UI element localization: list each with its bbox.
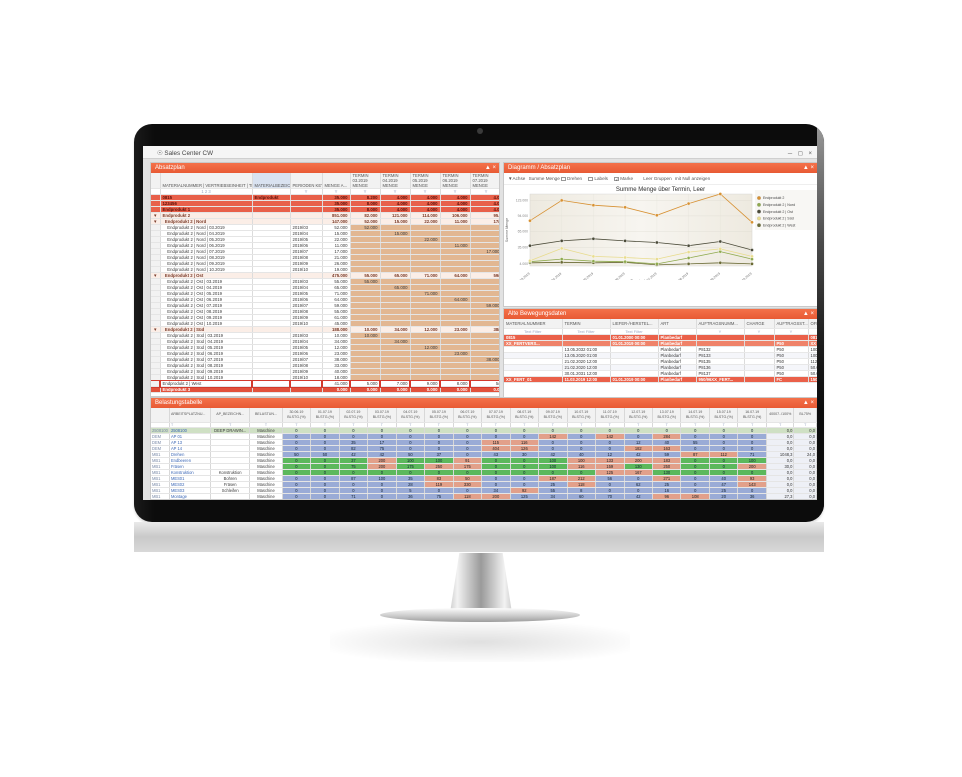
svg-text:Endprodukt 2 | Nord: Endprodukt 2 | Nord (763, 203, 795, 207)
svg-text:Summe Menge: Summe Menge (505, 218, 509, 242)
svg-text:4.000: 4.000 (520, 262, 529, 266)
svg-text:10.2019: 10.2019 (741, 272, 753, 280)
svg-text:03.2019: 03.2019 (519, 272, 531, 280)
svg-text:94.000: 94.000 (518, 214, 528, 218)
svg-text:Endprodukt 2 | Ost: Endprodukt 2 | Ost (763, 210, 793, 214)
svg-text:08.2019: 08.2019 (678, 272, 690, 280)
svg-text:04.2019: 04.2019 (551, 272, 563, 280)
svg-text:Endprodukt 2 | West: Endprodukt 2 | West (763, 223, 795, 227)
svg-text:Termin, Leer: Termin, Leer (630, 279, 652, 280)
svg-text:35.000: 35.000 (518, 245, 528, 249)
svg-text:65.000: 65.000 (518, 229, 528, 233)
svg-text:09.2019: 09.2019 (709, 272, 721, 280)
svg-text:06.2019: 06.2019 (614, 272, 626, 280)
svg-text:05.2019: 05.2019 (582, 272, 594, 280)
svg-text:Endprodukt 2: Endprodukt 2 (763, 196, 784, 200)
svg-text:123.000: 123.000 (516, 198, 528, 202)
svg-text:Endprodukt 2 | Süd: Endprodukt 2 | Süd (763, 217, 794, 221)
